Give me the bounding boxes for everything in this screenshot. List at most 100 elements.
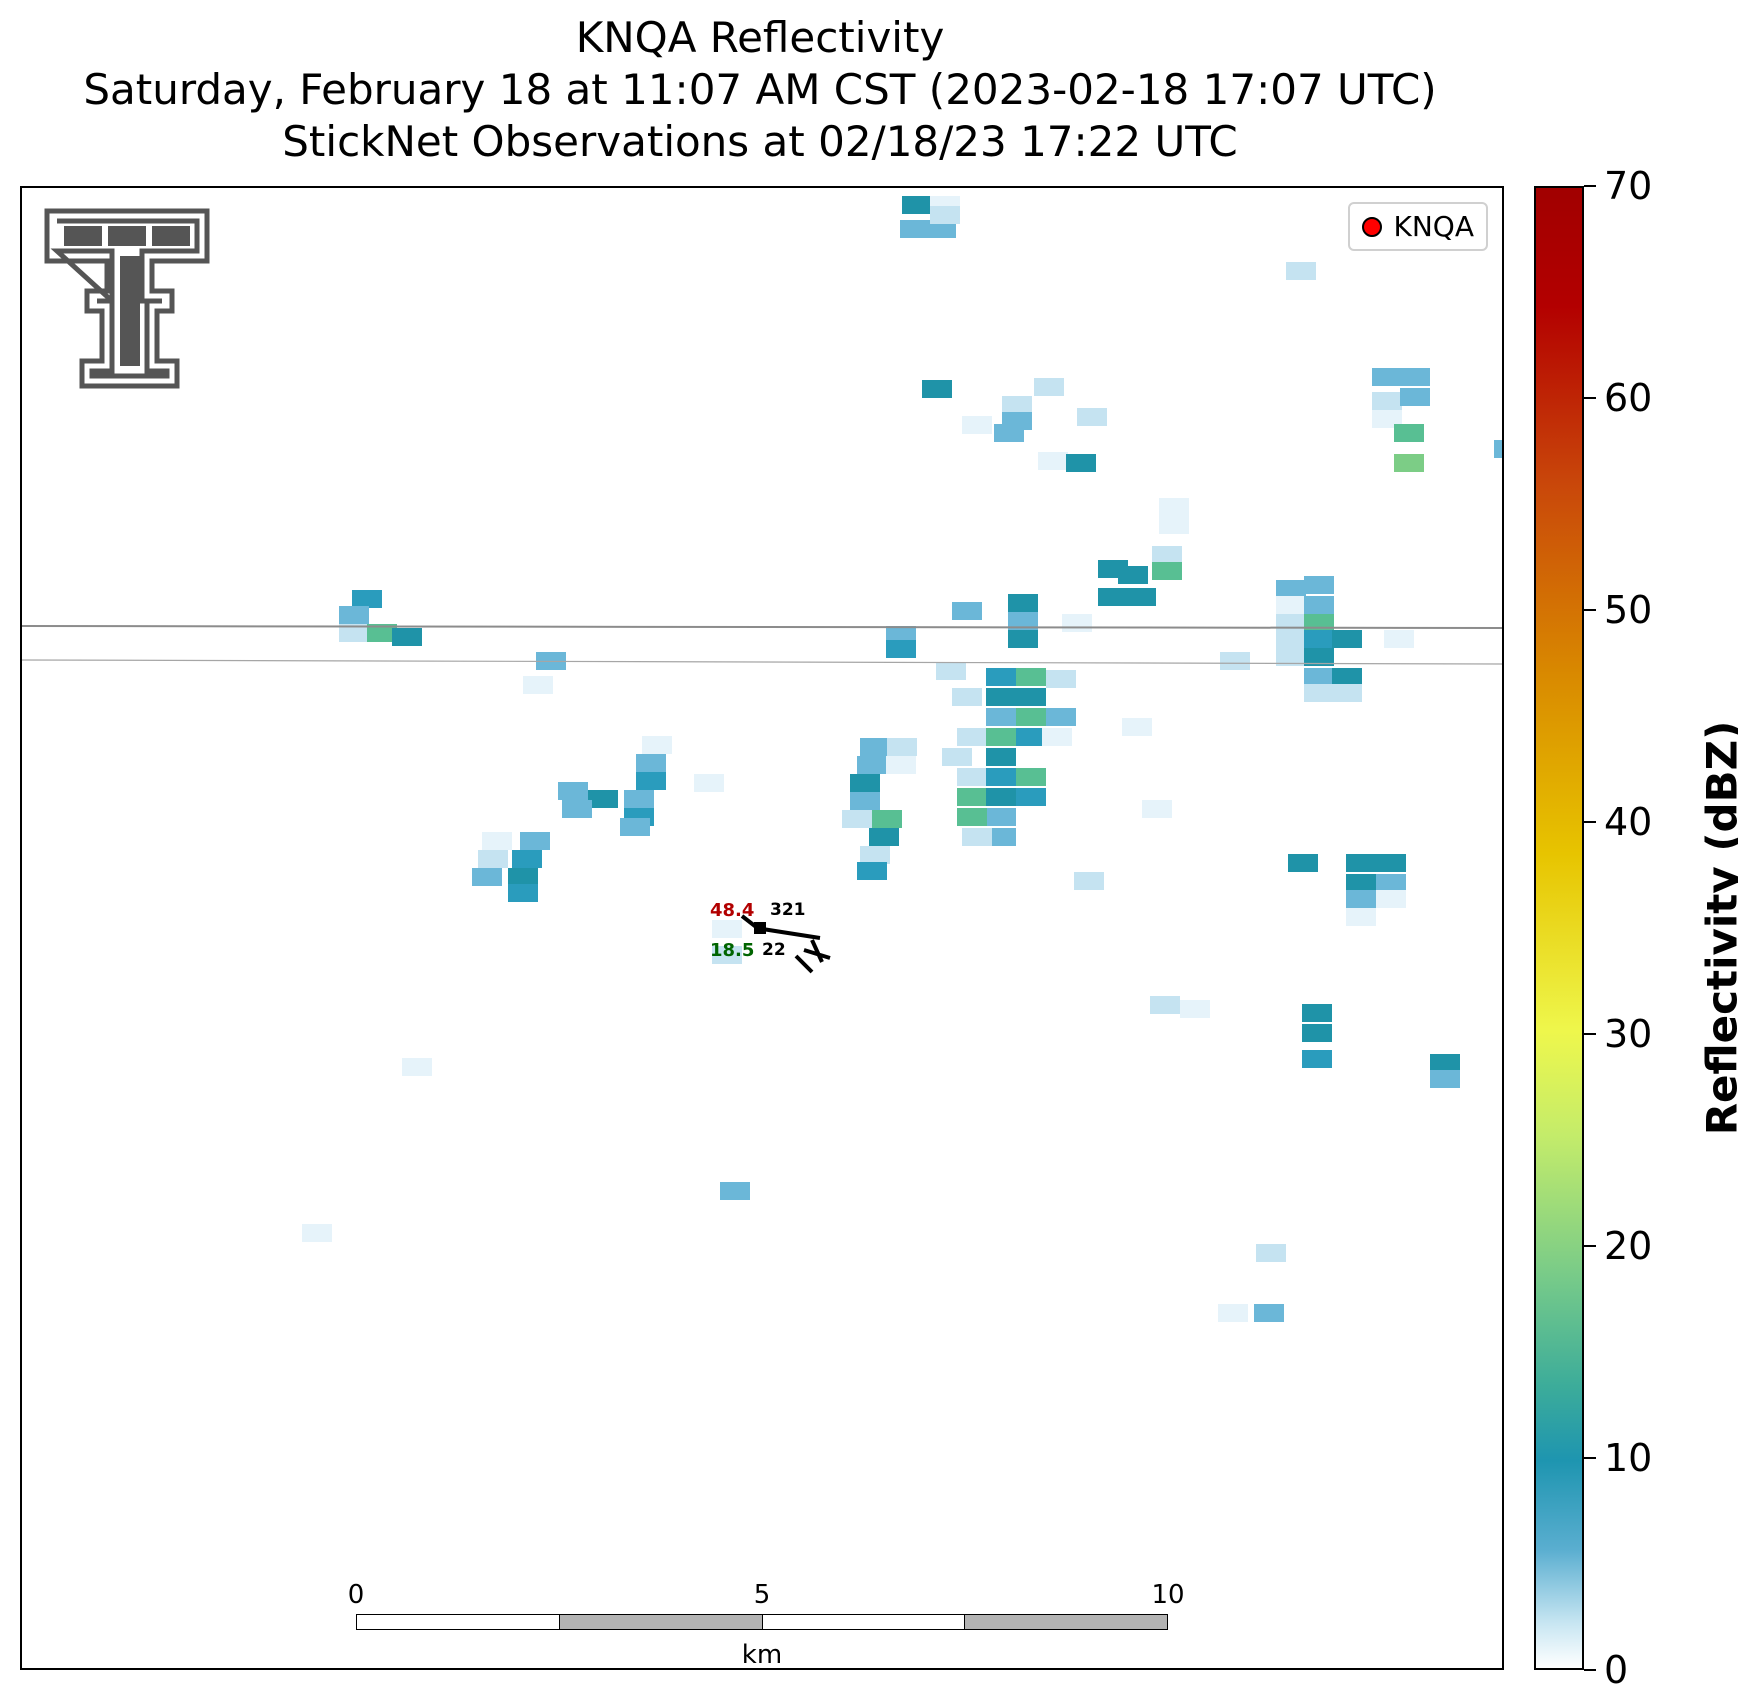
reflectivity-gate xyxy=(957,728,987,746)
reflectivity-gate xyxy=(900,220,930,238)
reflectivity-gate xyxy=(902,196,932,214)
reflectivity-gate xyxy=(472,868,502,886)
reflectivity-gate xyxy=(694,774,724,792)
colorbar-tick-label: 70 xyxy=(1604,164,1653,208)
reflectivity-gate xyxy=(1346,908,1376,926)
title-line-1: KNQA Reflectivity xyxy=(575,13,945,62)
reflectivity-gate xyxy=(1332,630,1362,648)
reflectivity-gate xyxy=(712,946,742,964)
reflectivity-gate xyxy=(1276,630,1306,648)
reflectivity-gate xyxy=(523,676,553,694)
reflectivity-gate xyxy=(1376,874,1406,892)
reflectivity-gate xyxy=(1038,452,1068,470)
station-temperature: 48.4 xyxy=(710,900,755,921)
reflectivity-gate xyxy=(1152,562,1182,580)
reflectivity-gate xyxy=(1346,854,1376,872)
reflectivity-gate xyxy=(1276,648,1306,666)
reflectivity-gate xyxy=(1394,424,1424,442)
reflectivity-gate xyxy=(869,828,899,846)
reflectivity-gate xyxy=(1122,718,1152,736)
reflectivity-gate xyxy=(1430,1054,1460,1072)
colorbar-tick-label: 20 xyxy=(1604,1224,1653,1268)
colorbar xyxy=(1534,186,1584,1670)
reflectivity-gate xyxy=(1098,588,1128,606)
colorbar-tick-label: 60 xyxy=(1604,376,1653,420)
reflectivity-gate xyxy=(986,728,1016,746)
colorbar-tick-mark xyxy=(1584,397,1596,399)
reflectivity-gate xyxy=(512,850,542,868)
reflectivity-gate xyxy=(1220,652,1250,670)
map-legend: KNQA xyxy=(1347,202,1488,251)
reflectivity-gate xyxy=(1276,614,1306,632)
reflectivity-gate xyxy=(1118,566,1148,584)
reflectivity-gate xyxy=(942,748,972,766)
reflectivity-gate xyxy=(1159,498,1189,516)
reflectivity-gate xyxy=(986,708,1016,726)
reflectivity-gate xyxy=(887,738,917,756)
reflectivity-gate xyxy=(962,828,992,846)
reflectivity-gate xyxy=(588,790,618,808)
station-wind-label: 22 xyxy=(762,940,786,960)
reflectivity-gate xyxy=(636,772,666,790)
reflectivity-gate xyxy=(930,206,960,224)
reflectivity-gate xyxy=(850,774,880,792)
reflectivity-gate xyxy=(986,668,1016,686)
reflectivity-gate xyxy=(1304,668,1334,686)
reflectivity-gate xyxy=(886,756,916,774)
reflectivity-gate xyxy=(857,756,887,774)
reflectivity-gate xyxy=(1002,396,1032,414)
reflectivity-gate xyxy=(926,220,956,238)
reflectivity-gate xyxy=(850,792,880,810)
reflectivity-gate xyxy=(1254,1304,1284,1322)
reflectivity-gate xyxy=(620,818,650,836)
legend-label: KNQA xyxy=(1393,210,1475,243)
reflectivity-gate xyxy=(392,628,422,646)
colorbar-title: Reflectivity (dBZ) xyxy=(1697,720,1738,1136)
radar-site-marker-icon xyxy=(1361,216,1382,237)
reflectivity-gate xyxy=(520,832,550,850)
reflectivity-gate xyxy=(842,810,872,828)
colorbar-tick-mark xyxy=(1584,609,1596,611)
boundary-line xyxy=(22,659,1502,665)
wind-barb-icon xyxy=(740,914,831,974)
reflectivity-gate xyxy=(1304,614,1334,632)
reflectivity-gate xyxy=(1180,1000,1210,1018)
reflectivity-gate xyxy=(872,810,902,828)
reflectivity-gate xyxy=(1008,612,1038,630)
reflectivity-gate xyxy=(402,1058,432,1076)
reflectivity-gate xyxy=(1016,788,1046,806)
reflectivity-gate xyxy=(478,850,508,868)
reflectivity-gate xyxy=(558,782,588,800)
reflectivity-gate xyxy=(1016,668,1046,686)
reflectivity-gate xyxy=(1042,728,1072,746)
reflectivity-gate xyxy=(886,640,916,658)
reflectivity-gate xyxy=(986,828,1016,846)
reflectivity-gate xyxy=(339,606,369,624)
reflectivity-gate xyxy=(1372,368,1402,386)
scale-unit: km xyxy=(741,1640,783,1670)
reflectivity-gate xyxy=(1304,648,1334,666)
reflectivity-gate xyxy=(1346,890,1376,908)
reflectivity-gate xyxy=(1372,410,1402,428)
reflectivity-gate xyxy=(1304,596,1334,614)
reflectivity-gate xyxy=(986,768,1016,786)
title-line-2: Saturday, February 18 at 11:07 AM CST (2… xyxy=(83,65,1437,114)
colorbar-tick-label: 40 xyxy=(1604,800,1653,844)
reflectivity-gate xyxy=(1126,588,1156,606)
colorbar-tick-label: 30 xyxy=(1604,1012,1653,1056)
reflectivity-gate xyxy=(1304,630,1334,648)
boundary-line xyxy=(22,625,1502,629)
scale-segment xyxy=(559,1615,763,1629)
reflectivity-gate xyxy=(1494,440,1502,458)
station-dewpoint: 18.5 xyxy=(710,940,755,961)
reflectivity-gate xyxy=(1276,580,1306,598)
reflectivity-gate xyxy=(986,748,1016,766)
reflectivity-gate xyxy=(1016,728,1046,746)
colorbar-tick-mark xyxy=(1584,821,1596,823)
reflectivity-gate xyxy=(1276,596,1306,614)
reflectivity-gate xyxy=(1302,1024,1332,1042)
reflectivity-gate xyxy=(1016,768,1046,786)
scale-bar xyxy=(356,1614,1168,1630)
colorbar-tick-label: 50 xyxy=(1604,588,1653,632)
reflectivity-gate xyxy=(1394,454,1424,472)
